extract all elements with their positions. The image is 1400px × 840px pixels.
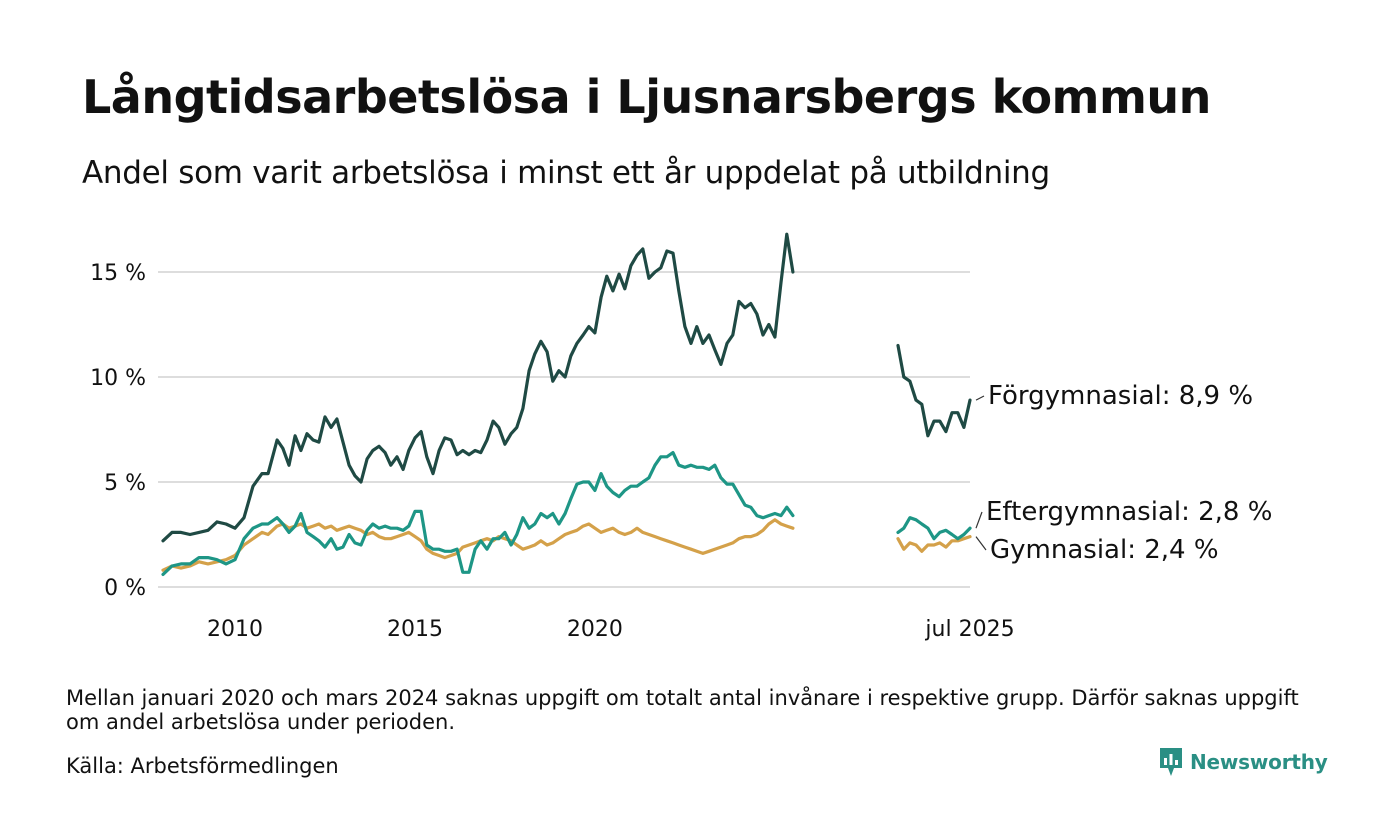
x-tick-label: 2015 <box>387 617 443 642</box>
y-tick-label: 5 % <box>104 471 146 496</box>
x-tick-label: 2010 <box>207 617 263 642</box>
y-tick-label: 15 % <box>90 261 146 286</box>
end-labels: Förgymnasial: 8,9 % Eftergymnasial: 2,8 %… <box>975 381 1272 565</box>
eftergymnasial-line <box>161 451 795 576</box>
x-tick-label: 2020 <box>567 617 623 642</box>
x-tick-label: jul 2025 <box>924 617 1014 642</box>
newsworthy-logo-icon <box>1160 748 1182 776</box>
source-credit: Källa: Arbetsförmedlingen <box>66 754 339 778</box>
gymnasial-line <box>896 535 972 553</box>
eftergymnasial-leader-line <box>975 511 983 529</box>
gymnasial-end-label: Gymnasial: 2,4 % <box>990 535 1219 565</box>
forgymnasial-line <box>896 343 972 438</box>
y-tick-label: 0 % <box>104 576 146 601</box>
footnote: Mellan januari 2020 och mars 2024 saknas… <box>66 686 1299 734</box>
gridlines <box>158 271 970 588</box>
brand-name: Newsworthy <box>1190 750 1328 774</box>
eftergymnasial-end-label: Eftergymnasial: 2,8 % <box>986 497 1272 527</box>
x-axis-ticks: 2010 2015 2020 jul 2025 <box>207 617 1015 642</box>
chart-title: Långtidsarbetslösa i Ljusnarsbergs kommu… <box>82 70 1211 124</box>
gymnasial-leader-line <box>975 536 987 551</box>
y-tick-label: 10 % <box>90 366 146 391</box>
forgymnasial-end-label: Förgymnasial: 8,9 % <box>988 381 1253 411</box>
eftergymnasial-line <box>896 516 972 541</box>
forgymnasial-leader-line <box>975 395 985 401</box>
forgymnasial-line <box>161 232 795 543</box>
series-lines <box>161 232 972 576</box>
line-chart: 0 % 5 % 10 % 15 % 2010 2015 2020 jul 2025 Förg… <box>90 232 1272 642</box>
chart-subtitle: Andel som varit arbetslösa i minst ett å… <box>82 155 1050 191</box>
brand-logo[interactable]: Newsworthy <box>1158 746 1328 778</box>
y-axis-ticks: 0 % 5 % 10 % 15 % <box>90 261 146 601</box>
